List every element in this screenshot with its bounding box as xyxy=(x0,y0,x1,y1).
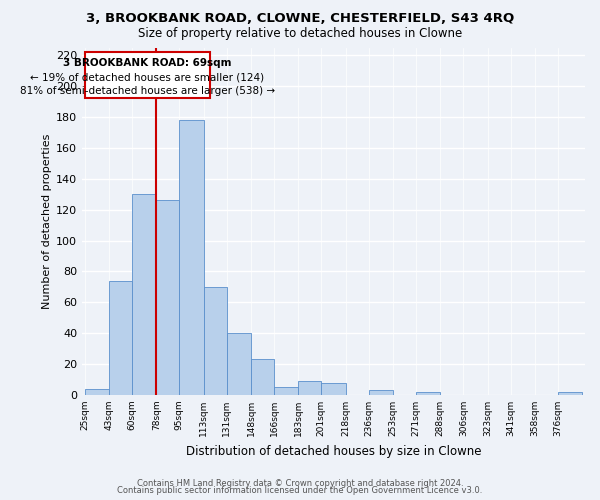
Text: ← 19% of detached houses are smaller (124): ← 19% of detached houses are smaller (12… xyxy=(31,72,265,82)
Bar xyxy=(132,194,157,395)
Text: Contains public sector information licensed under the Open Government Licence v3: Contains public sector information licen… xyxy=(118,486,482,495)
X-axis label: Distribution of detached houses by size in Clowne: Distribution of detached houses by size … xyxy=(186,444,481,458)
Bar xyxy=(558,392,582,395)
Bar xyxy=(251,360,274,395)
Text: 3, BROOKBANK ROAD, CLOWNE, CHESTERFIELD, S43 4RQ: 3, BROOKBANK ROAD, CLOWNE, CHESTERFIELD,… xyxy=(86,12,514,26)
Bar xyxy=(298,381,321,395)
Bar xyxy=(85,52,211,98)
Bar xyxy=(321,382,346,395)
Bar xyxy=(368,390,393,395)
Bar xyxy=(157,200,179,395)
Bar xyxy=(416,392,440,395)
Bar xyxy=(179,120,203,395)
Bar xyxy=(274,387,298,395)
Text: Contains HM Land Registry data © Crown copyright and database right 2024.: Contains HM Land Registry data © Crown c… xyxy=(137,478,463,488)
Bar xyxy=(227,333,251,395)
Bar xyxy=(85,389,109,395)
Bar xyxy=(203,287,227,395)
Text: Size of property relative to detached houses in Clowne: Size of property relative to detached ho… xyxy=(138,28,462,40)
Text: 81% of semi-detached houses are larger (538) →: 81% of semi-detached houses are larger (… xyxy=(20,86,275,96)
Y-axis label: Number of detached properties: Number of detached properties xyxy=(41,134,52,309)
Text: 3 BROOKBANK ROAD: 69sqm: 3 BROOKBANK ROAD: 69sqm xyxy=(63,58,232,68)
Bar xyxy=(109,280,132,395)
